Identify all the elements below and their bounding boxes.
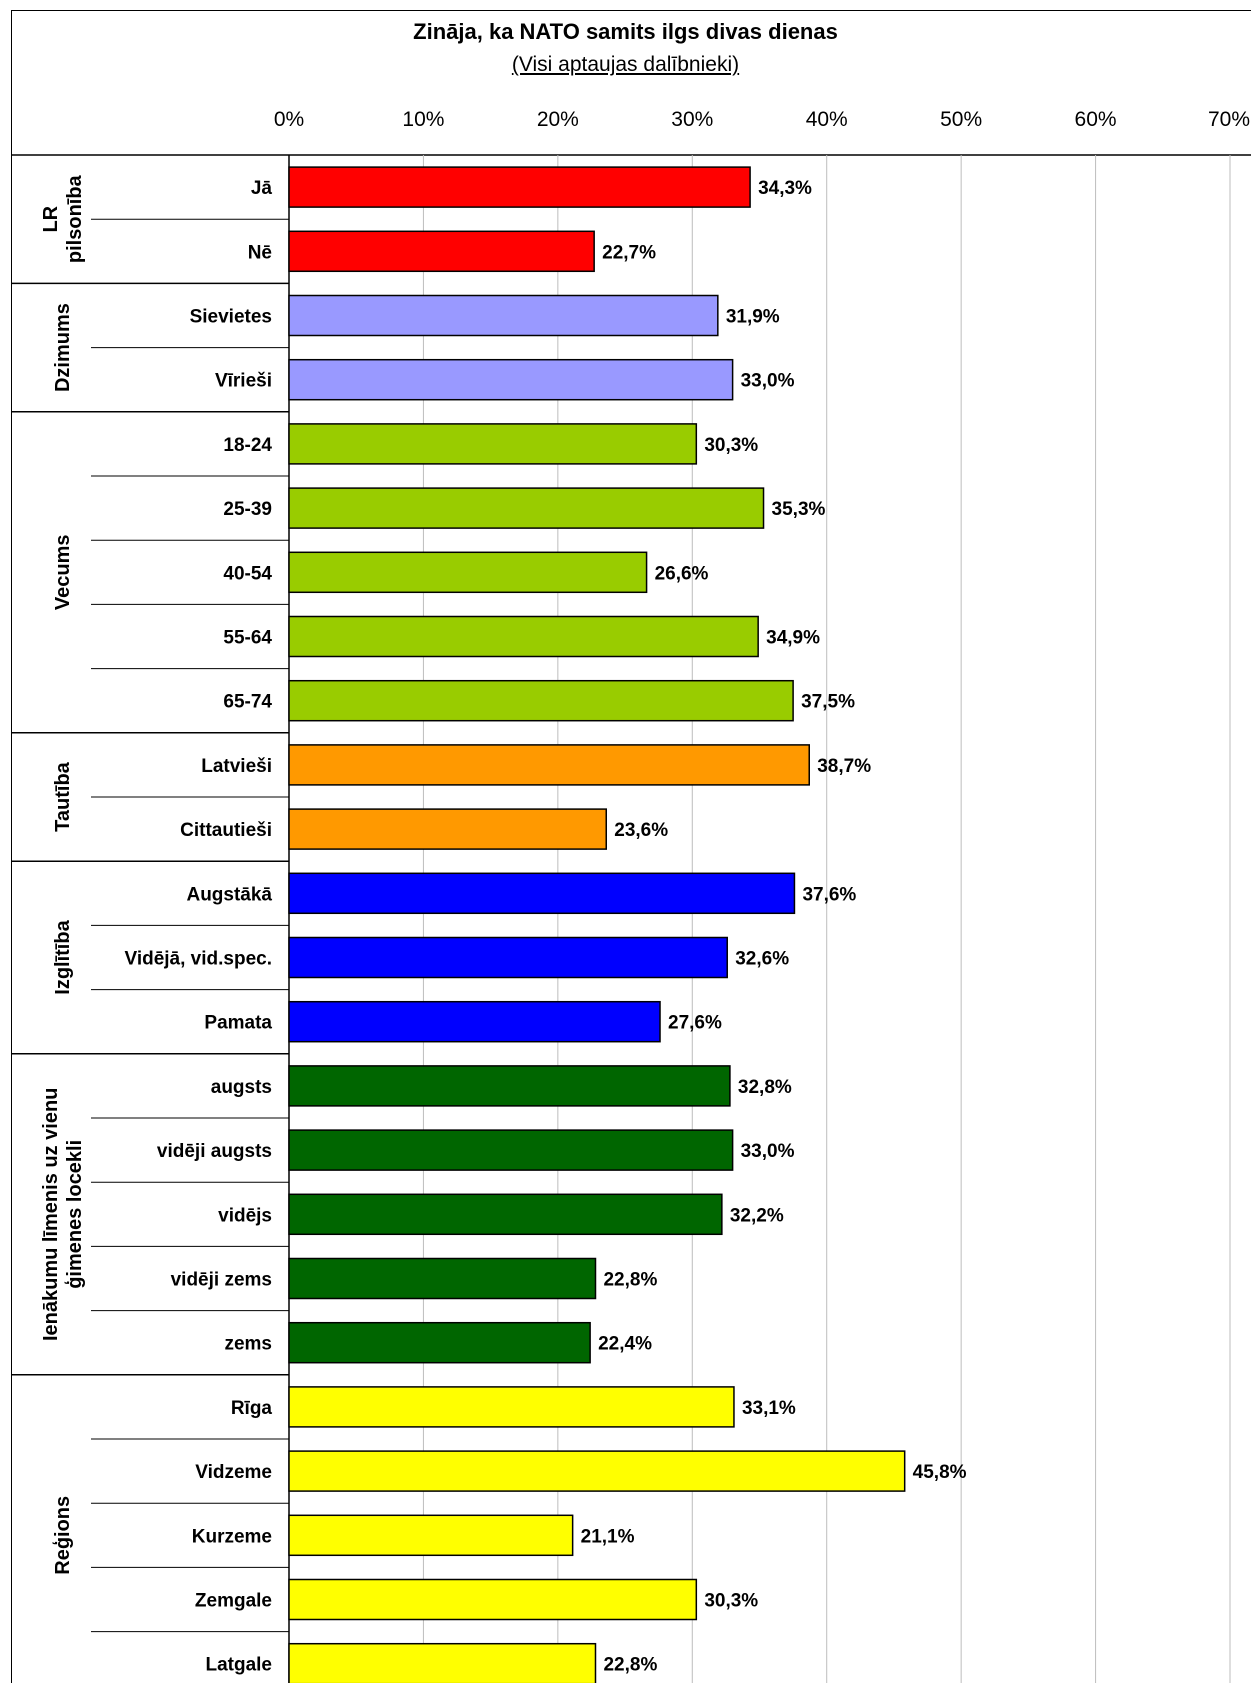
bar	[288, 1578, 698, 1621]
bar	[288, 166, 751, 208]
value-label: 34,9%	[766, 628, 820, 649]
category-label: 25-39	[223, 499, 272, 520]
bar	[288, 744, 810, 786]
group-label: Vecums	[52, 534, 74, 610]
chart-subtitle: (Visi aptaujas dalībnieki)	[511, 53, 740, 76]
category-label: augsts	[211, 1077, 272, 1098]
category-label: Vidzeme	[195, 1462, 272, 1483]
bar	[288, 294, 719, 337]
value-label: 22,8%	[603, 1270, 657, 1291]
category-label: Vidējā, vid.spec.	[124, 949, 272, 970]
category-label: Latvieši	[201, 756, 272, 777]
bar	[288, 551, 648, 594]
bar	[288, 872, 796, 915]
value-label: 32,8%	[738, 1077, 792, 1098]
value-label: 30,3%	[704, 435, 758, 456]
bar	[288, 1193, 723, 1236]
group-label: Tautība	[52, 761, 74, 832]
category-label: Sievietes	[190, 307, 272, 328]
value-label: 32,2%	[730, 1205, 784, 1226]
value-label: 22,8%	[603, 1655, 657, 1676]
bar	[288, 615, 759, 658]
category-label: Rīga	[231, 1398, 273, 1419]
group-label: Ienākumu līmenis uz vienu	[40, 1088, 62, 1341]
value-label: 21,1%	[581, 1526, 635, 1547]
category-label: zems	[224, 1334, 272, 1355]
bar	[288, 1065, 731, 1107]
category-label: Zemgale	[195, 1591, 272, 1612]
value-label: 33,0%	[741, 371, 795, 392]
bar	[288, 423, 698, 465]
value-label: 26,6%	[655, 563, 709, 584]
bar	[288, 1257, 597, 1300]
category-label: Kurzeme	[192, 1526, 272, 1547]
value-label: 34,3%	[758, 178, 812, 199]
category-label: vidēji augsts	[157, 1141, 272, 1162]
x-tick-label: 0%	[274, 108, 304, 131]
group-label: Dzimums	[52, 303, 74, 392]
chart-title: Zināja, ka NATO samits ilgs divas dienas	[413, 19, 838, 44]
value-label: 23,6%	[614, 820, 668, 841]
value-label: 35,3%	[772, 499, 826, 520]
bar	[288, 358, 734, 401]
category-label: Jā	[251, 178, 273, 199]
bar	[288, 808, 608, 850]
x-tick-label: 60%	[1075, 108, 1117, 131]
bar	[288, 1642, 597, 1683]
x-tick-label: 40%	[806, 108, 848, 131]
bar	[288, 1129, 734, 1171]
group-label: Reģions	[52, 1496, 74, 1575]
value-label: 45,8%	[913, 1462, 967, 1483]
category-label: 65-74	[223, 692, 272, 713]
value-label: 37,5%	[801, 692, 855, 713]
category-label: Augstākā	[186, 884, 272, 905]
value-label: 31,9%	[726, 307, 780, 328]
category-label: 18-24	[223, 435, 272, 456]
category-label: Pamata	[204, 1013, 272, 1034]
x-tick-label: 20%	[537, 108, 579, 131]
category-label: 55-64	[223, 628, 272, 649]
x-tick-label: 70%	[1208, 108, 1250, 131]
value-label: 30,3%	[704, 1591, 758, 1612]
x-tick-label: 30%	[671, 108, 713, 131]
category-label: vidēji zems	[171, 1270, 272, 1291]
bar	[288, 230, 595, 273]
category-label: Nē	[248, 242, 272, 263]
category-label: Latgale	[205, 1655, 272, 1676]
bar	[288, 936, 728, 979]
category-label: Cittautieši	[180, 820, 272, 841]
chart-frame	[11, 10, 1251, 1683]
group-label: LR	[40, 205, 62, 232]
value-label: 38,7%	[817, 756, 871, 777]
value-label: 33,1%	[742, 1398, 796, 1419]
category-label: 40-54	[223, 563, 272, 584]
group-label: pilsonība	[64, 174, 86, 263]
x-tick-label: 50%	[940, 108, 982, 131]
value-label: 32,6%	[735, 949, 789, 970]
bar	[288, 1321, 591, 1364]
value-label: 33,0%	[741, 1141, 795, 1162]
bar	[288, 1000, 661, 1043]
category-label: Vīrieši	[215, 371, 272, 392]
bar	[288, 1514, 574, 1557]
value-label: 22,7%	[602, 242, 656, 263]
bar	[288, 1386, 735, 1428]
group-label: ģimenes locekli	[64, 1140, 86, 1289]
category-label: vidējs	[218, 1205, 272, 1226]
value-label: 37,6%	[802, 884, 856, 905]
bar	[288, 1450, 906, 1492]
group-label: Izglītība	[52, 919, 74, 994]
value-label: 27,6%	[668, 1013, 722, 1034]
bar	[288, 679, 794, 722]
bar	[288, 487, 765, 529]
value-label: 22,4%	[598, 1334, 652, 1355]
x-tick-label: 10%	[402, 108, 444, 131]
